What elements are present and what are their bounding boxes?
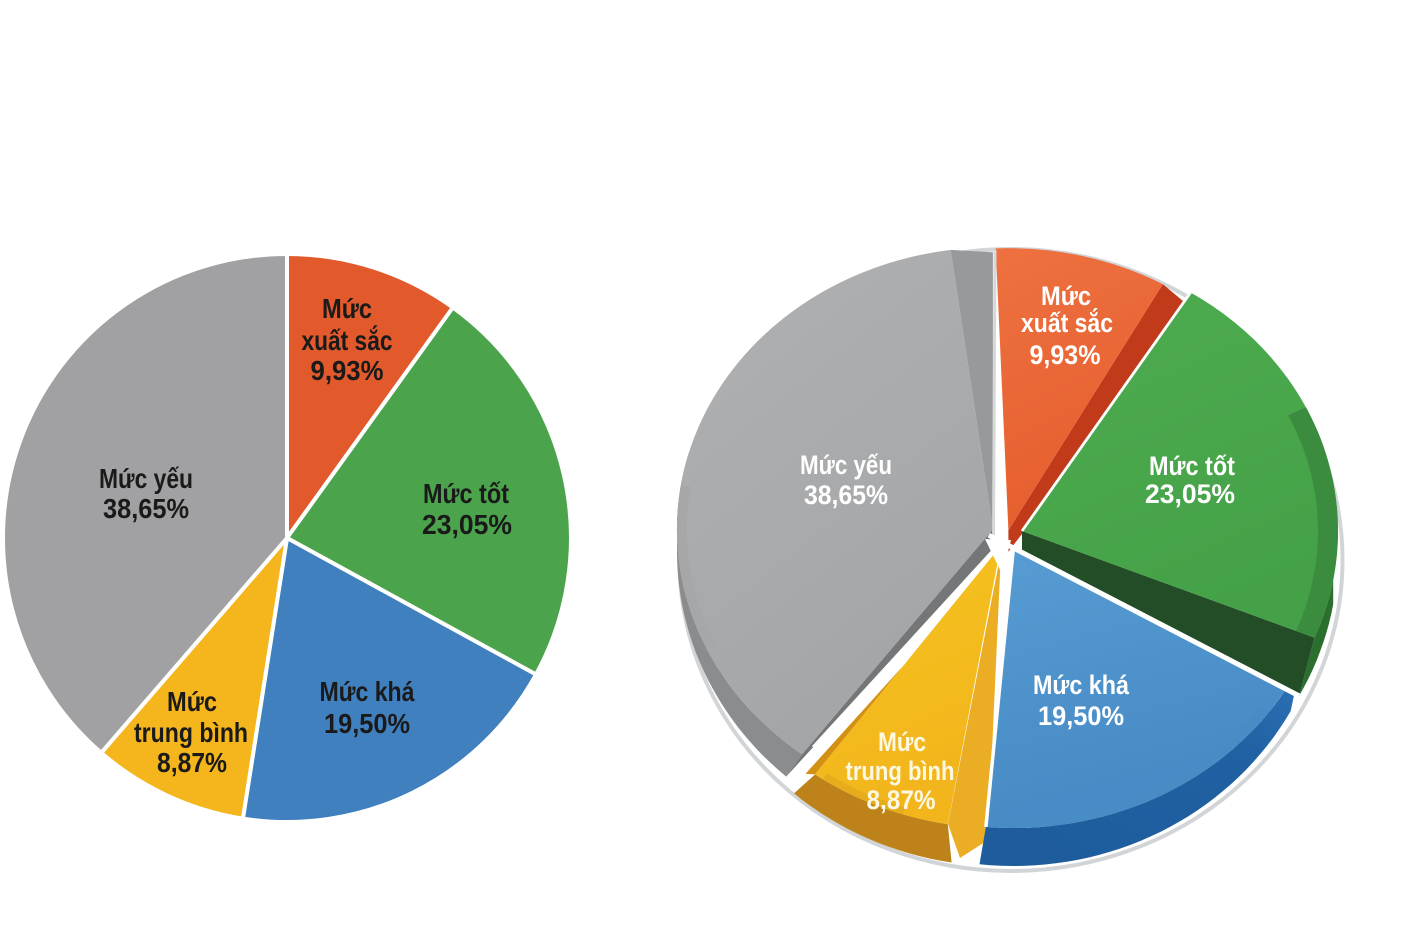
svg-text:9,93%: 9,93% <box>311 355 384 386</box>
svg-text:Mức: Mức <box>1041 281 1091 311</box>
svg-text:Mức: Mức <box>167 686 217 717</box>
svg-text:Mức khá: Mức khá <box>1033 670 1130 700</box>
svg-text:xuất sắc: xuất sắc <box>1021 307 1113 338</box>
svg-text:8,87%: 8,87% <box>157 747 227 778</box>
svg-text:38,65%: 38,65% <box>103 493 189 524</box>
svg-text:23,05%: 23,05% <box>1145 479 1235 509</box>
svg-text:Mức yếu: Mức yếu <box>99 463 193 494</box>
svg-text:23,05%: 23,05% <box>422 509 512 540</box>
svg-text:Mức yếu: Mức yếu <box>800 450 892 480</box>
svg-text:Mức: Mức <box>322 293 372 324</box>
svg-text:Mức tốt: Mức tốt <box>423 478 509 509</box>
svg-text:trung bình: trung bình <box>134 717 248 748</box>
svg-text:xuất sắc: xuất sắc <box>302 325 393 356</box>
svg-text:Mức khá: Mức khá <box>320 676 416 707</box>
svg-text:8,87%: 8,87% <box>867 785 936 815</box>
svg-text:9,93%: 9,93% <box>1030 340 1101 370</box>
svg-text:Mức tốt: Mức tốt <box>1149 451 1235 481</box>
svg-text:trung bình: trung bình <box>846 756 955 786</box>
svg-text:Mức: Mức <box>878 727 926 757</box>
svg-text:19,50%: 19,50% <box>324 708 410 739</box>
svg-text:38,65%: 38,65% <box>804 480 888 510</box>
svg-text:19,50%: 19,50% <box>1038 701 1124 731</box>
